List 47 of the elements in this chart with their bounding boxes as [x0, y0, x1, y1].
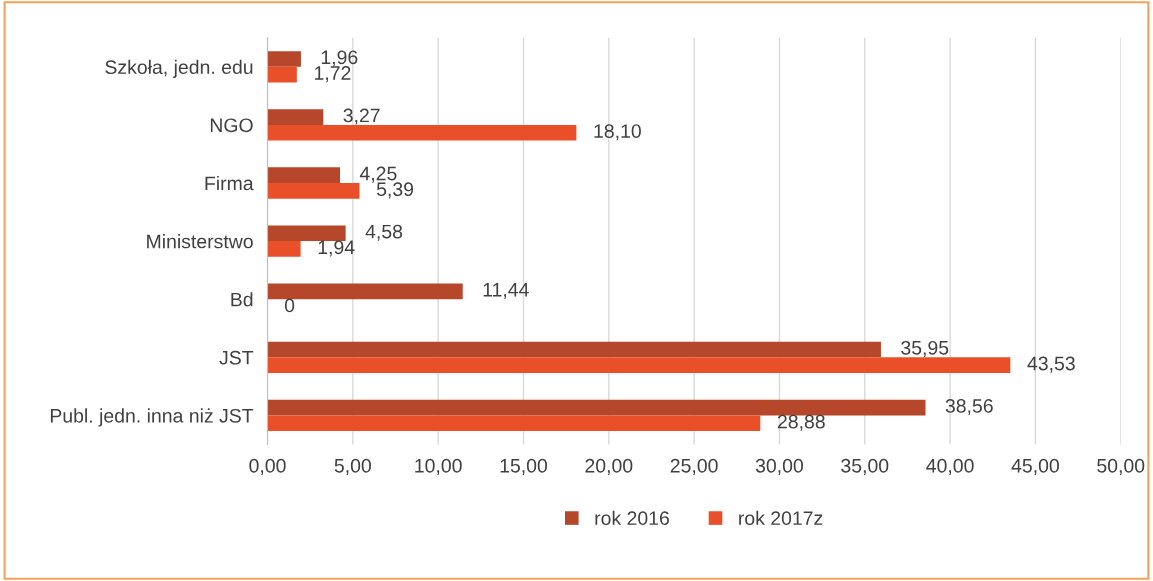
y-tick-label: Firma	[205, 175, 254, 191]
y-tick-label: NGO	[210, 118, 253, 133]
x-tick-label: 40,00	[926, 458, 974, 475]
y-tick-label: JST	[219, 350, 254, 365]
legend-label: rok 2016	[595, 510, 669, 526]
data-label: 1,72	[315, 66, 351, 83]
y-tick-label: Szkoła, jedn. edu	[105, 59, 253, 78]
y-tick-label: Bd	[231, 292, 253, 307]
x-tick-label: 50,00	[1097, 458, 1145, 475]
data-label: 38,56	[945, 399, 993, 416]
bar	[267, 415, 761, 432]
bar	[267, 225, 346, 242]
data-label: 18,10	[594, 124, 641, 141]
bar	[267, 357, 1011, 373]
data-label: 3,27	[343, 108, 380, 125]
bar	[267, 109, 324, 125]
bar	[267, 283, 463, 300]
bar	[267, 341, 881, 358]
y-tick-label: Ministerstwo	[147, 234, 253, 249]
data-label: 4,58	[365, 224, 403, 241]
x-tick-label: 45,00	[1011, 458, 1059, 475]
bar	[267, 183, 360, 199]
bar	[267, 167, 341, 184]
legend-label: rok 2017z	[739, 510, 823, 526]
bar	[267, 51, 301, 67]
data-label: 1,96	[321, 50, 358, 67]
x-tick-label: 0,00	[249, 458, 286, 475]
data-label: 1,94	[318, 240, 355, 257]
x-tick-label: 30,00	[755, 458, 803, 475]
bar	[267, 399, 926, 416]
bar	[267, 241, 301, 257]
data-label: 43,53	[1027, 356, 1075, 373]
x-tick-label: 15,00	[500, 458, 548, 475]
data-label: 28,88	[777, 414, 825, 431]
x-tick-label: 5,00	[334, 458, 371, 475]
x-tick-label: 25,00	[670, 458, 718, 475]
bar	[267, 66, 297, 83]
data-label: 5,39	[376, 182, 414, 199]
x-tick-label: 20,00	[585, 458, 633, 475]
x-tick-label: 10,00	[415, 458, 462, 475]
y-tick-label: Publ. jedn. inna niż JST	[50, 408, 254, 427]
bar	[267, 124, 577, 141]
x-tick-label: 35,00	[841, 458, 889, 475]
data-label: 4,25	[359, 166, 397, 183]
data-label: 0	[284, 298, 295, 313]
data-label: 11,44	[483, 283, 529, 299]
data-label: 35,95	[901, 340, 949, 357]
